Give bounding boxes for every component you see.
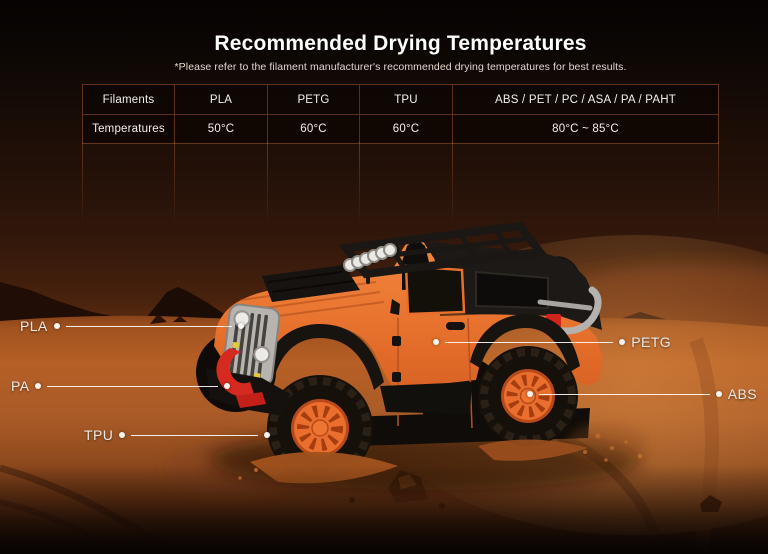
drying-temperature-table: Filaments PLA PETG TPU ABS / PET / PC / … <box>82 84 719 144</box>
table-value-petg: 60°C <box>268 115 360 143</box>
door-hinge <box>392 372 401 382</box>
rear-dust <box>568 422 648 462</box>
table-value-abs-group: 80°C ~ 85°C <box>552 123 619 135</box>
table-header-pla: PLA <box>175 85 268 115</box>
callout-tpu: TPU <box>84 425 270 445</box>
callout-dot <box>527 391 533 397</box>
callout-pa-label: PA <box>11 378 30 394</box>
callout-dot <box>264 432 270 438</box>
mountain-peak <box>146 287 230 318</box>
rocker-panel <box>380 382 472 414</box>
callout-dot <box>238 323 244 329</box>
table-row-label: Temperatures <box>83 115 175 143</box>
callout-dot <box>619 339 626 345</box>
callout-dot <box>119 432 126 438</box>
table-value-tpu: 60°C <box>360 115 453 143</box>
table-header-petg: PETG <box>268 85 360 115</box>
callout-line <box>131 434 258 436</box>
callout-dot <box>35 383 42 389</box>
callout-line <box>539 393 710 395</box>
callout-line <box>47 385 218 387</box>
callout-dot <box>715 391 722 397</box>
callout-pla-label: PLA <box>20 318 48 334</box>
callout-dot <box>224 383 230 389</box>
page-subtitle: *Please refer to the filament manufactur… <box>174 60 627 73</box>
callout-dot <box>433 339 439 345</box>
door-hinge <box>392 336 401 346</box>
table-header-tpu: TPU <box>360 85 453 115</box>
door-handle <box>446 322 465 330</box>
callout-pla: PLA <box>20 316 244 336</box>
table-header-abs-group: ABS / PET / PC / ASA / PA / PAHT <box>453 85 718 115</box>
turn-signal <box>232 342 239 349</box>
callout-petg: PETG <box>433 332 671 352</box>
callout-abs-label: ABS <box>727 386 757 402</box>
header-panel: Recommended Drying Temperatures *Please … <box>82 17 719 84</box>
page-title: Recommended Drying Temperatures <box>214 32 587 56</box>
callout-line <box>65 325 232 327</box>
rear-side-window <box>475 270 549 310</box>
callout-line <box>445 341 614 343</box>
callout-abs: ABS <box>527 384 757 404</box>
callout-dot <box>53 323 60 329</box>
callout-petg-label: PETG <box>631 334 671 350</box>
table-header-filaments: Filaments <box>83 85 175 115</box>
callout-pa: PA <box>11 376 230 396</box>
door-window <box>404 264 466 316</box>
headlight <box>253 346 271 364</box>
callout-tpu-label: TPU <box>84 427 114 443</box>
table-value-pla: 50°C <box>175 115 268 143</box>
